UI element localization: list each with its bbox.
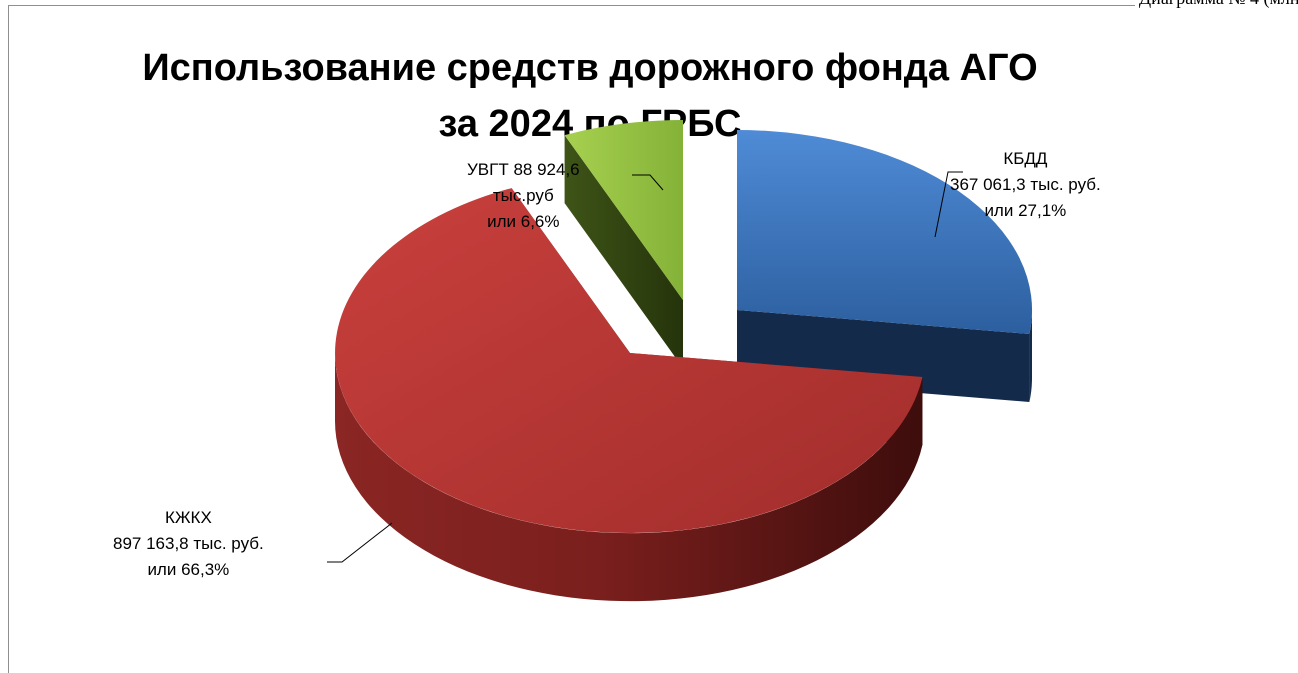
pie-slice-kbdd-side [1029, 310, 1033, 402]
pie-slice-uvgt-wall-0 [564, 135, 683, 368]
slice-label-kbdd-line-1: КБДД [1003, 149, 1048, 168]
leader-line-uvgt [632, 174, 664, 191]
slice-label-uvgt: УВГТ 88 924,6 тыс.руб или 6,6% [467, 157, 580, 235]
slice-label-kzhkh-line-1: КЖКХ [164, 508, 212, 527]
slice-label-kbdd: КБДД 367 061,3 тыс. руб. или 27,1% [950, 146, 1101, 224]
slice-label-kzhkh-line-2: 897 163,8 тыс. руб. [113, 534, 264, 553]
leader-line-kbdd [934, 171, 963, 238]
slice-label-uvgt-line-3: или 6,6% [487, 212, 560, 231]
slice-label-uvgt-line-1: УВГТ 88 924,6 [467, 160, 580, 179]
slice-label-uvgt-line-2: тыс.руб [492, 186, 554, 205]
pie-slice-uvgt [564, 119, 683, 368]
diagram-caption: Диаграмма № 4 (млн. [1134, 0, 1298, 9]
slice-label-kzhkh: КЖКХ 897 163,8 тыс. руб. или 66,3% [113, 505, 264, 583]
chart-title: Использование средств дорожного фонда АГ… [95, 40, 1085, 152]
chart-frame-left [8, 5, 9, 673]
slice-label-kbdd-line-3: или 27,1% [984, 201, 1067, 220]
leader-line-kzhkh [327, 522, 393, 563]
pie-slice-kzhkh-side [334, 353, 923, 602]
chart-frame-top [8, 5, 1298, 6]
pie-slice-kzhkh-top [335, 188, 923, 533]
pie-slice-kbdd-top [737, 129, 1033, 334]
slice-label-kzhkh-line-3: или 66,3% [147, 560, 230, 579]
pie-slice-kzhkh [334, 188, 923, 602]
chart-title-line-1: Использование средств дорожного фонда АГ… [142, 47, 1038, 89]
pie-slice-uvgt-top [564, 119, 683, 300]
slice-label-kbdd-line-2: 367 061,3 тыс. руб. [950, 175, 1101, 194]
